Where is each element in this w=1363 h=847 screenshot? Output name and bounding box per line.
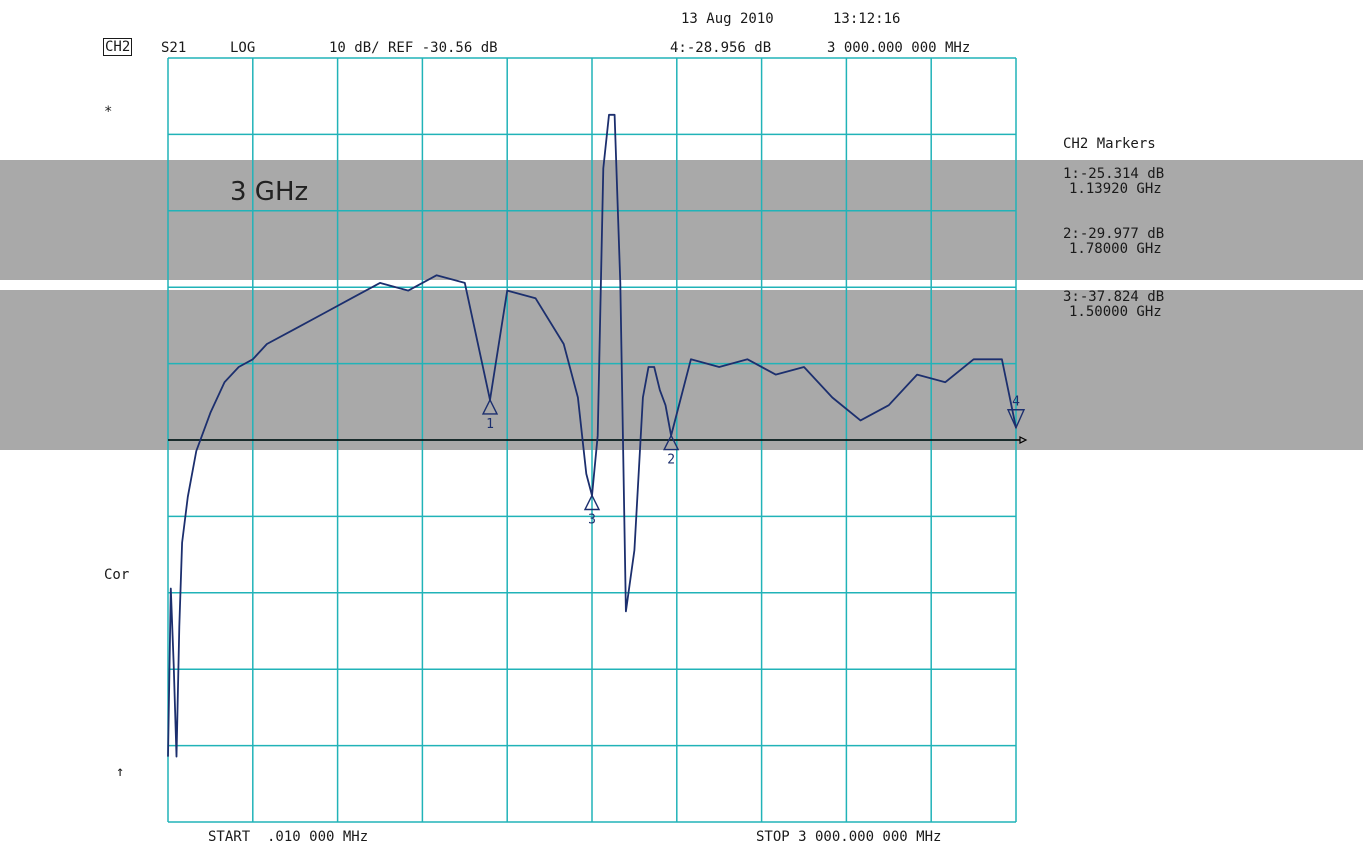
reference-pointer-icon (1019, 436, 1028, 444)
marker-1-icon (481, 398, 499, 415)
marker-3-label: 3 (588, 512, 596, 527)
header-time: 13:12:16 (833, 11, 901, 27)
markers-panel-title: CH2 Markers (1063, 136, 1156, 152)
marker-4-icon (1006, 409, 1026, 430)
start-frequency: START .010 000 MHz (208, 829, 369, 845)
marker-1-label: 1 (486, 417, 494, 432)
overlay-band-upper (0, 160, 1363, 280)
scale-arrow-icon: ↑ (116, 764, 125, 780)
marker-3-value: 3:-37.824 dB (1063, 289, 1165, 305)
stop-frequency: STOP 3 000.000 000 MHz (756, 829, 942, 845)
channel-indicator: CH2 (103, 38, 133, 56)
status-star: * (104, 104, 113, 120)
marker-2-icon (663, 433, 680, 451)
marker-2-label: 2 (667, 453, 675, 468)
header-date: 13 Aug 2010 (681, 11, 774, 27)
scale-reference-label: 10 dB/ REF -30.56 dB (329, 40, 498, 56)
marker-3-icon (583, 493, 601, 511)
overlay-band-lower (0, 290, 1363, 450)
marker-1-value: 1:-25.314 dB (1063, 166, 1165, 182)
markers-group: 1 2 3 4 (481, 395, 1026, 527)
marker-1-frequency: 1.13920 GHz (1069, 181, 1162, 197)
format-label: LOG (230, 40, 256, 56)
reference-line-group (168, 436, 1028, 444)
parameter-label: S21 (161, 40, 187, 56)
active-marker-value: 4:-28.956 dB (670, 40, 772, 56)
marker-2-frequency: 1.78000 GHz (1069, 241, 1162, 257)
frequency-overlay-label: 3 GHz (230, 177, 309, 207)
marker-4-label: 4 (1012, 395, 1020, 410)
correction-indicator: Cor (104, 567, 130, 583)
marker-2-value: 2:-29.977 dB (1063, 226, 1165, 242)
marker-3-frequency: 1.50000 GHz (1069, 304, 1162, 320)
active-marker-frequency: 3 000.000 000 MHz (827, 40, 971, 56)
